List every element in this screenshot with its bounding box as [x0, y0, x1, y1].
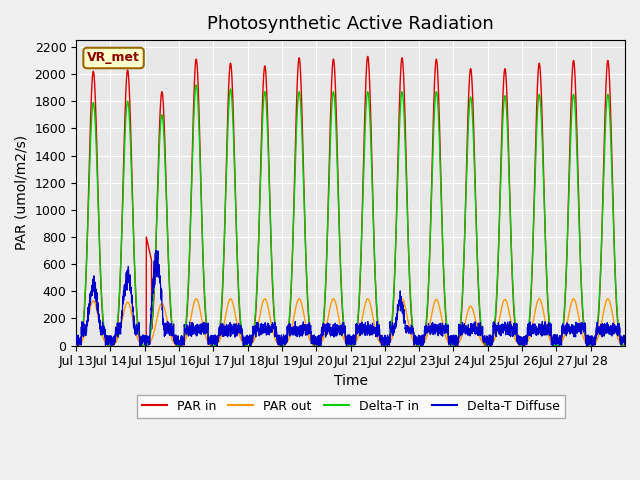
- Text: VR_met: VR_met: [87, 51, 140, 64]
- Title: Photosynthetic Active Radiation: Photosynthetic Active Radiation: [207, 15, 494, 33]
- Legend: PAR in, PAR out, Delta-T in, Delta-T Diffuse: PAR in, PAR out, Delta-T in, Delta-T Dif…: [136, 395, 564, 418]
- Y-axis label: PAR (umol/m2/s): PAR (umol/m2/s): [15, 135, 29, 251]
- X-axis label: Time: Time: [333, 374, 367, 388]
